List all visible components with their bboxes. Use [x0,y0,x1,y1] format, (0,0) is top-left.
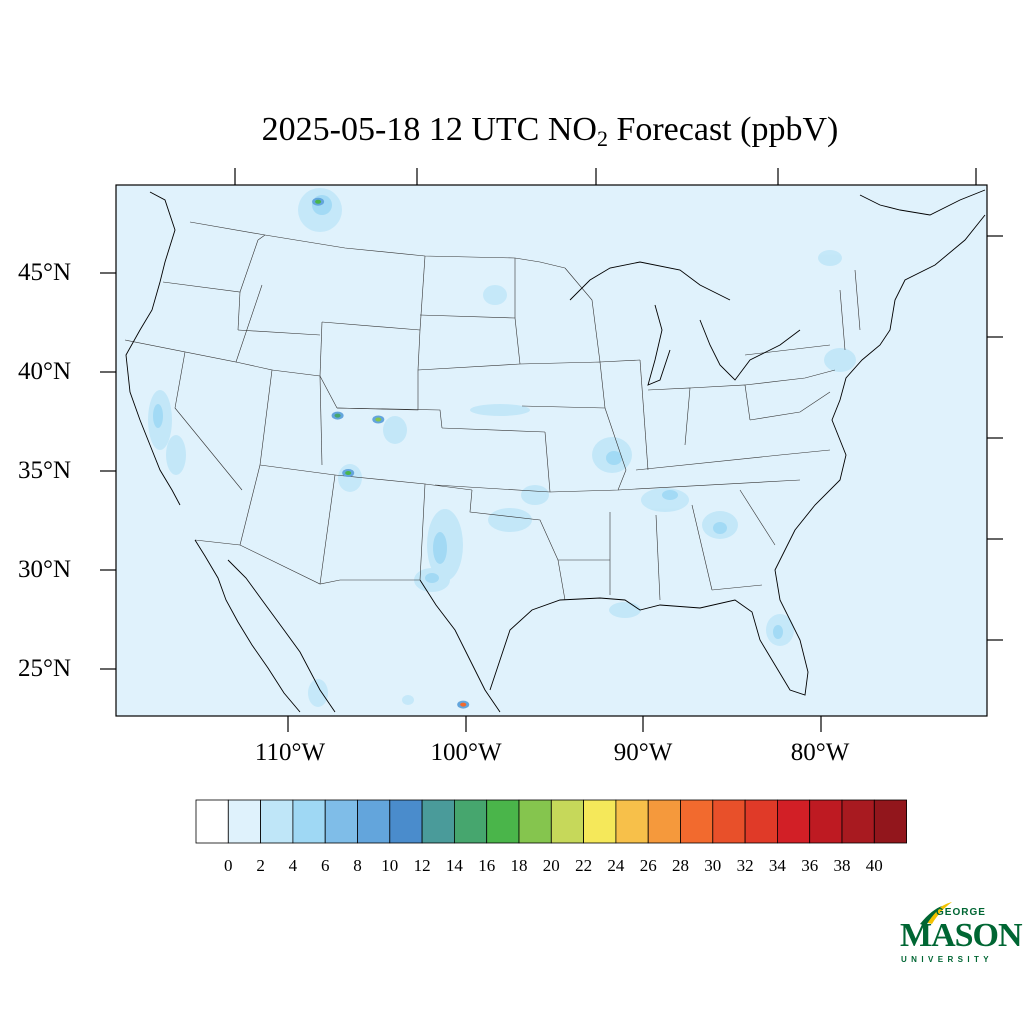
lat-label-40n: 40°N [18,358,72,385]
bottom-ticks [287,716,822,732]
colorbar-tick-label: 16 [478,856,496,875]
gmu-logo: GEORGE MASON UNIVERSITY [900,898,1023,968]
colorbar-tick-label: 8 [353,856,362,875]
lat-label-35n: 35°N [18,457,72,484]
colorbar-tick-label: 20 [542,856,560,875]
colorbar-tick-label: 12 [413,856,431,875]
colorbar-tick-label: 28 [672,856,689,875]
colorbar-tick-label: 26 [639,856,657,875]
top-ticks [234,168,977,185]
colorbar-tick-label: 38 [833,856,851,875]
lat-label-45n: 45°N [18,259,72,286]
colorbar-tick-label: 24 [607,856,625,875]
colorbar-tick-label: 10 [381,856,399,875]
lon-label-80w: 80°W [790,739,850,766]
figure-title: 2025-05-18 12 UTC NO2 Forecast (ppbV) [261,111,839,151]
colorbar-tick-label: 30 [704,856,722,875]
hotspot-core [460,702,467,707]
lat-label-30n: 30°N [18,556,72,583]
concentration-patches [148,188,856,707]
hotspot-core [375,417,382,422]
colorbar-tick-label: 6 [320,856,330,875]
colorbar-tick-label: 0 [224,856,233,875]
map-background [116,185,987,716]
logo-mason: MASON [900,917,1023,954]
lat-label-25n: 25°N [18,655,72,682]
logo-swoosh-icon [920,902,952,926]
colorbar-tick-label: 34 [768,856,786,875]
hotspot-core [334,413,341,418]
lon-label-100w: 100°W [430,739,502,766]
colorbar-tick-label: 36 [801,856,819,875]
colorbar-tick-label: 4 [288,856,298,875]
no2-hotspots [312,197,470,709]
colorbar-tick-label: 40 [865,856,883,875]
left-ticks [100,272,116,670]
map-frame [115,184,988,717]
concentration-patches-mid [153,195,783,639]
right-ticks [987,235,1003,641]
coastlines [125,189,986,713]
colorbar-tick-label: 2 [256,856,265,875]
logo-george: GEORGE [936,907,986,918]
colorbar-tick-label: 32 [736,856,754,875]
colorbar-tick-label: 18 [510,856,528,875]
lon-label-90w: 90°W [613,739,673,766]
hotspot-core [345,471,352,475]
colorbar-tick-label: 14 [445,856,463,875]
colorbar-tick-label: 22 [575,856,593,875]
state-boundaries [124,221,861,601]
logo-university: UNIVERSITY [901,955,994,964]
lon-label-110w: 110°W [254,739,326,766]
hotspot-core [315,199,322,204]
